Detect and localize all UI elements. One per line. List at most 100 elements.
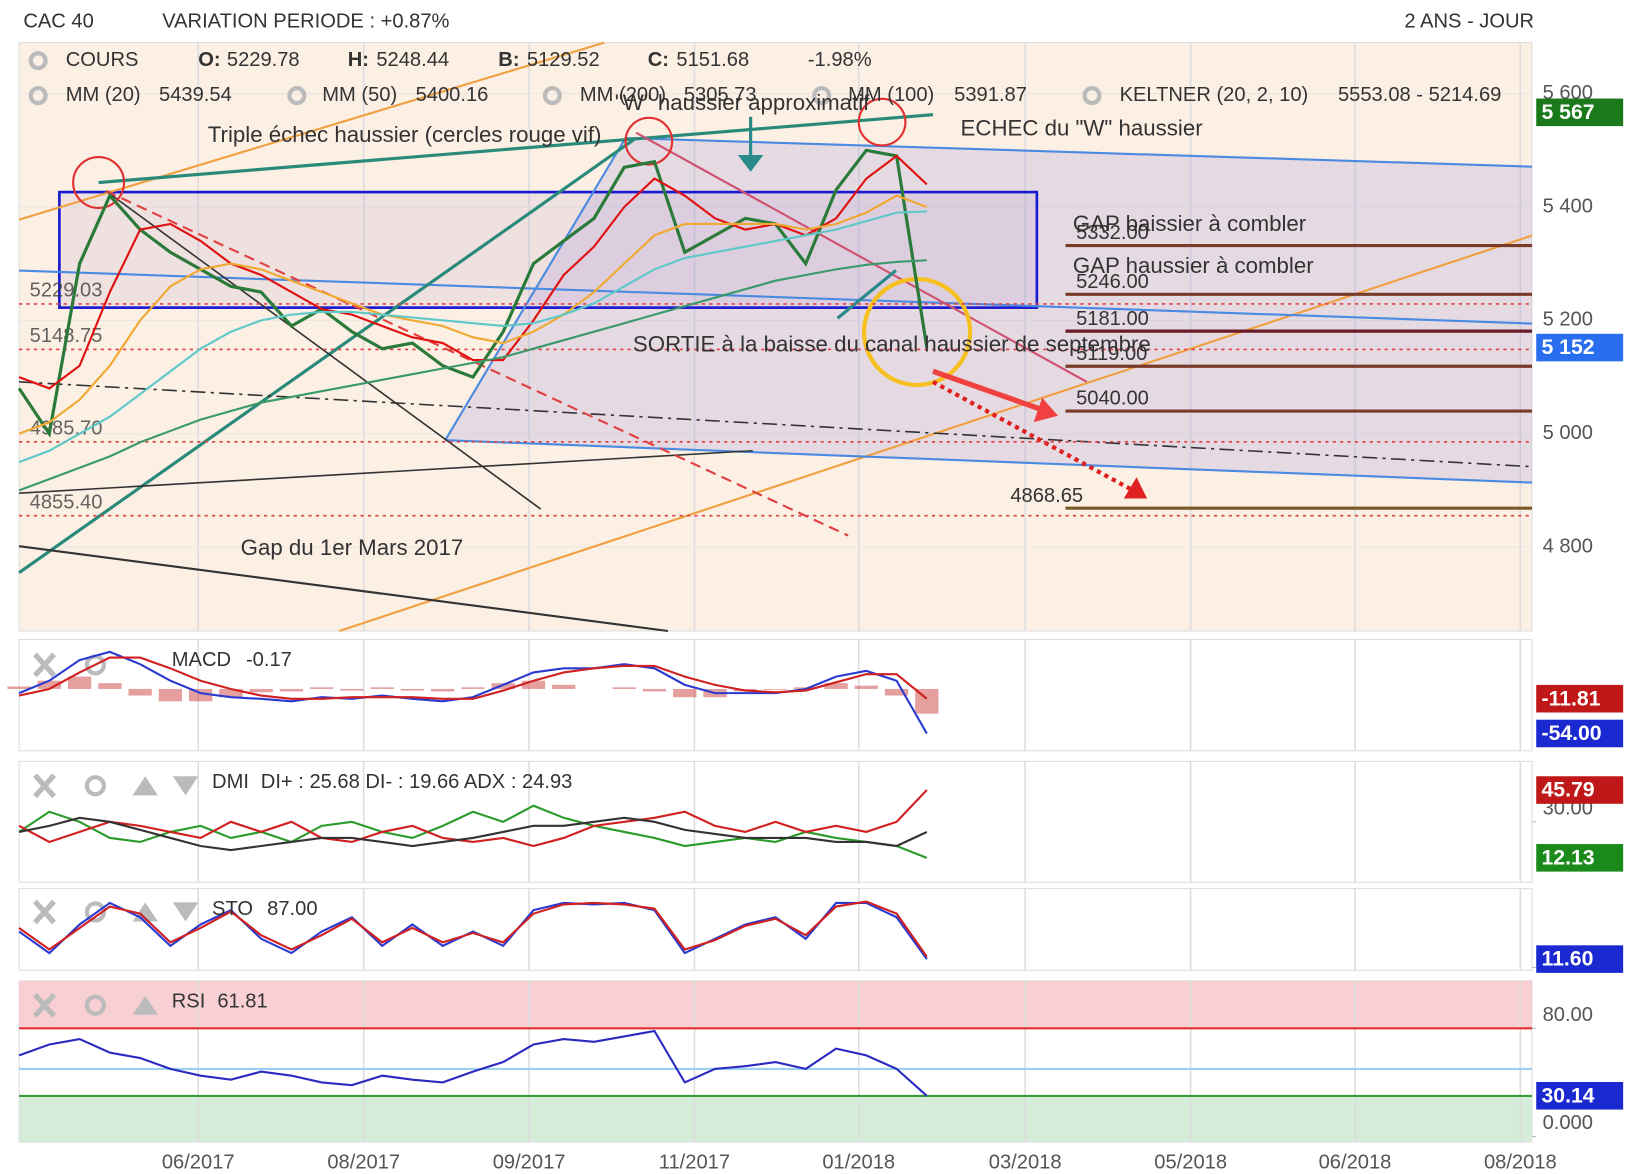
trend-line — [445, 439, 1533, 484]
series-line — [18, 259, 927, 492]
legend-name: MM (200) — [580, 84, 666, 106]
x-tick-label: 06/2018 — [1319, 1152, 1392, 1174]
histogram-bar — [884, 688, 909, 696]
ohlc-label: B: — [498, 49, 519, 71]
trend-line — [625, 136, 1533, 168]
indicator-name: DMI — [212, 771, 249, 793]
series-line — [18, 656, 928, 700]
ohlc-value: 5229.78 — [227, 49, 300, 71]
value-box-label: 11.60 — [1542, 948, 1594, 971]
panel-icons — [33, 652, 57, 1018]
y-tick-label: 80.00 — [1543, 1004, 1593, 1026]
y-tick-label: 4 800 — [1543, 535, 1593, 557]
y-tick-label: 5 200 — [1543, 309, 1593, 331]
legend-value: 5305.73 — [684, 84, 757, 106]
x-tick-label: 08/2017 — [327, 1152, 400, 1174]
annotation: Triple échec haussier (cercles rouge vif… — [208, 122, 602, 147]
histogram-bar — [854, 685, 878, 689]
legend-value: 5391.87 — [954, 84, 1027, 106]
gap-level-label: 4868.65 — [1010, 485, 1083, 507]
indicator-reading: 61.81 — [217, 990, 267, 1012]
failure-circle — [72, 156, 126, 210]
value-box-label: 45.79 — [1542, 779, 1595, 802]
indicator-name: RSI — [172, 990, 206, 1012]
indicator-reading: -0.17 — [246, 649, 292, 671]
histogram-bar — [158, 688, 183, 702]
histogram-bar — [279, 688, 304, 692]
histogram-bar — [552, 684, 576, 689]
y-tick-label: 0.000 — [1543, 1112, 1593, 1134]
arrow — [931, 379, 1134, 492]
histogram-bar — [249, 688, 273, 693]
variation: VARIATION PERIODE : +0.87% — [162, 11, 449, 33]
ohlc-value: 5151.68 — [676, 49, 749, 71]
indicator-reading: 87.00 — [267, 898, 317, 920]
y-tick-label: 5 000 — [1543, 422, 1593, 444]
indicator-reading: DI+ : 25.68 DI- : 19.66 ADX : 24.93 — [261, 771, 573, 793]
trend-line — [98, 113, 934, 185]
range-box — [58, 190, 1039, 309]
legend-name: COURS — [66, 49, 139, 71]
trend-line — [19, 269, 1533, 325]
annotation: Gap du 1er Mars 2017 — [241, 535, 464, 560]
value-box-label: 30.14 — [1542, 1084, 1595, 1107]
x-tick-label: 06/2017 — [162, 1152, 235, 1174]
annotation: GAP baissier à combler — [1073, 211, 1307, 236]
channel-area — [445, 138, 1532, 483]
histogram-bar — [491, 683, 515, 689]
x-tick-label: 03/2018 — [989, 1152, 1062, 1174]
histogram-bar — [310, 687, 334, 689]
ohlc-label: H: — [348, 49, 369, 71]
histogram-bar — [219, 688, 243, 698]
legend-value: 5400.16 — [416, 84, 489, 106]
ohlc-label: O: — [198, 49, 220, 71]
panel-background — [18, 638, 1533, 752]
gap-level-label: 5332.00 — [1076, 222, 1149, 244]
period: 2 ANS - JOUR — [1404, 11, 1534, 33]
arrow-head — [737, 154, 764, 172]
trend-line — [19, 381, 1533, 468]
histogram-bar — [128, 688, 152, 696]
trend-line — [105, 190, 849, 537]
x-tick-label: 11/2017 — [659, 1152, 730, 1174]
value-box — [1536, 945, 1624, 973]
trend-line — [19, 449, 753, 494]
histogram-bar — [370, 687, 394, 689]
value-box — [1536, 776, 1624, 804]
x-tick-label: 01/2018 — [822, 1152, 895, 1174]
keltner-name: KELTNER (20, 2, 10) — [1120, 84, 1309, 106]
histogram-bar — [673, 688, 697, 698]
legend-name: MM (100) — [848, 84, 934, 106]
annotation: ECHEC du "W" haussier — [961, 115, 1204, 140]
value-box — [1536, 684, 1624, 713]
histogram-bar — [340, 688, 364, 691]
indicator-name: MACD — [172, 649, 231, 671]
arrow-icons — [132, 776, 199, 1015]
histogram-bar — [763, 688, 788, 690]
legend-name: MM (20) — [66, 84, 141, 106]
series-line — [18, 789, 928, 848]
histogram-bar — [67, 676, 92, 689]
value-box-label: -11.81 — [1542, 687, 1601, 710]
ohlc-value: 5248.44 — [376, 49, 449, 71]
series-line — [18, 816, 928, 852]
ohlc-label: C: — [648, 49, 669, 71]
arrow-head — [1123, 477, 1148, 499]
change: -1.98% — [808, 49, 872, 71]
histogram-bar — [37, 680, 62, 689]
annotation: SORTIE à la baisse du canal haussier de … — [633, 332, 1151, 357]
ohlc-value: 5129.52 — [527, 49, 600, 71]
trend-line — [444, 137, 627, 441]
histogram-bar — [431, 688, 455, 692]
trend-line — [18, 41, 605, 221]
trend-line — [18, 136, 638, 574]
zone — [19, 980, 1532, 1029]
series-line — [18, 210, 927, 464]
failure-circle — [857, 97, 907, 147]
symbol: CAC 40 — [23, 11, 93, 33]
series-line — [18, 901, 928, 960]
value-box — [1536, 333, 1624, 362]
gap-level-label: 5181.00 — [1076, 308, 1149, 330]
panel-background — [18, 42, 1533, 632]
y-tick-label: 5 600 — [1543, 82, 1593, 104]
